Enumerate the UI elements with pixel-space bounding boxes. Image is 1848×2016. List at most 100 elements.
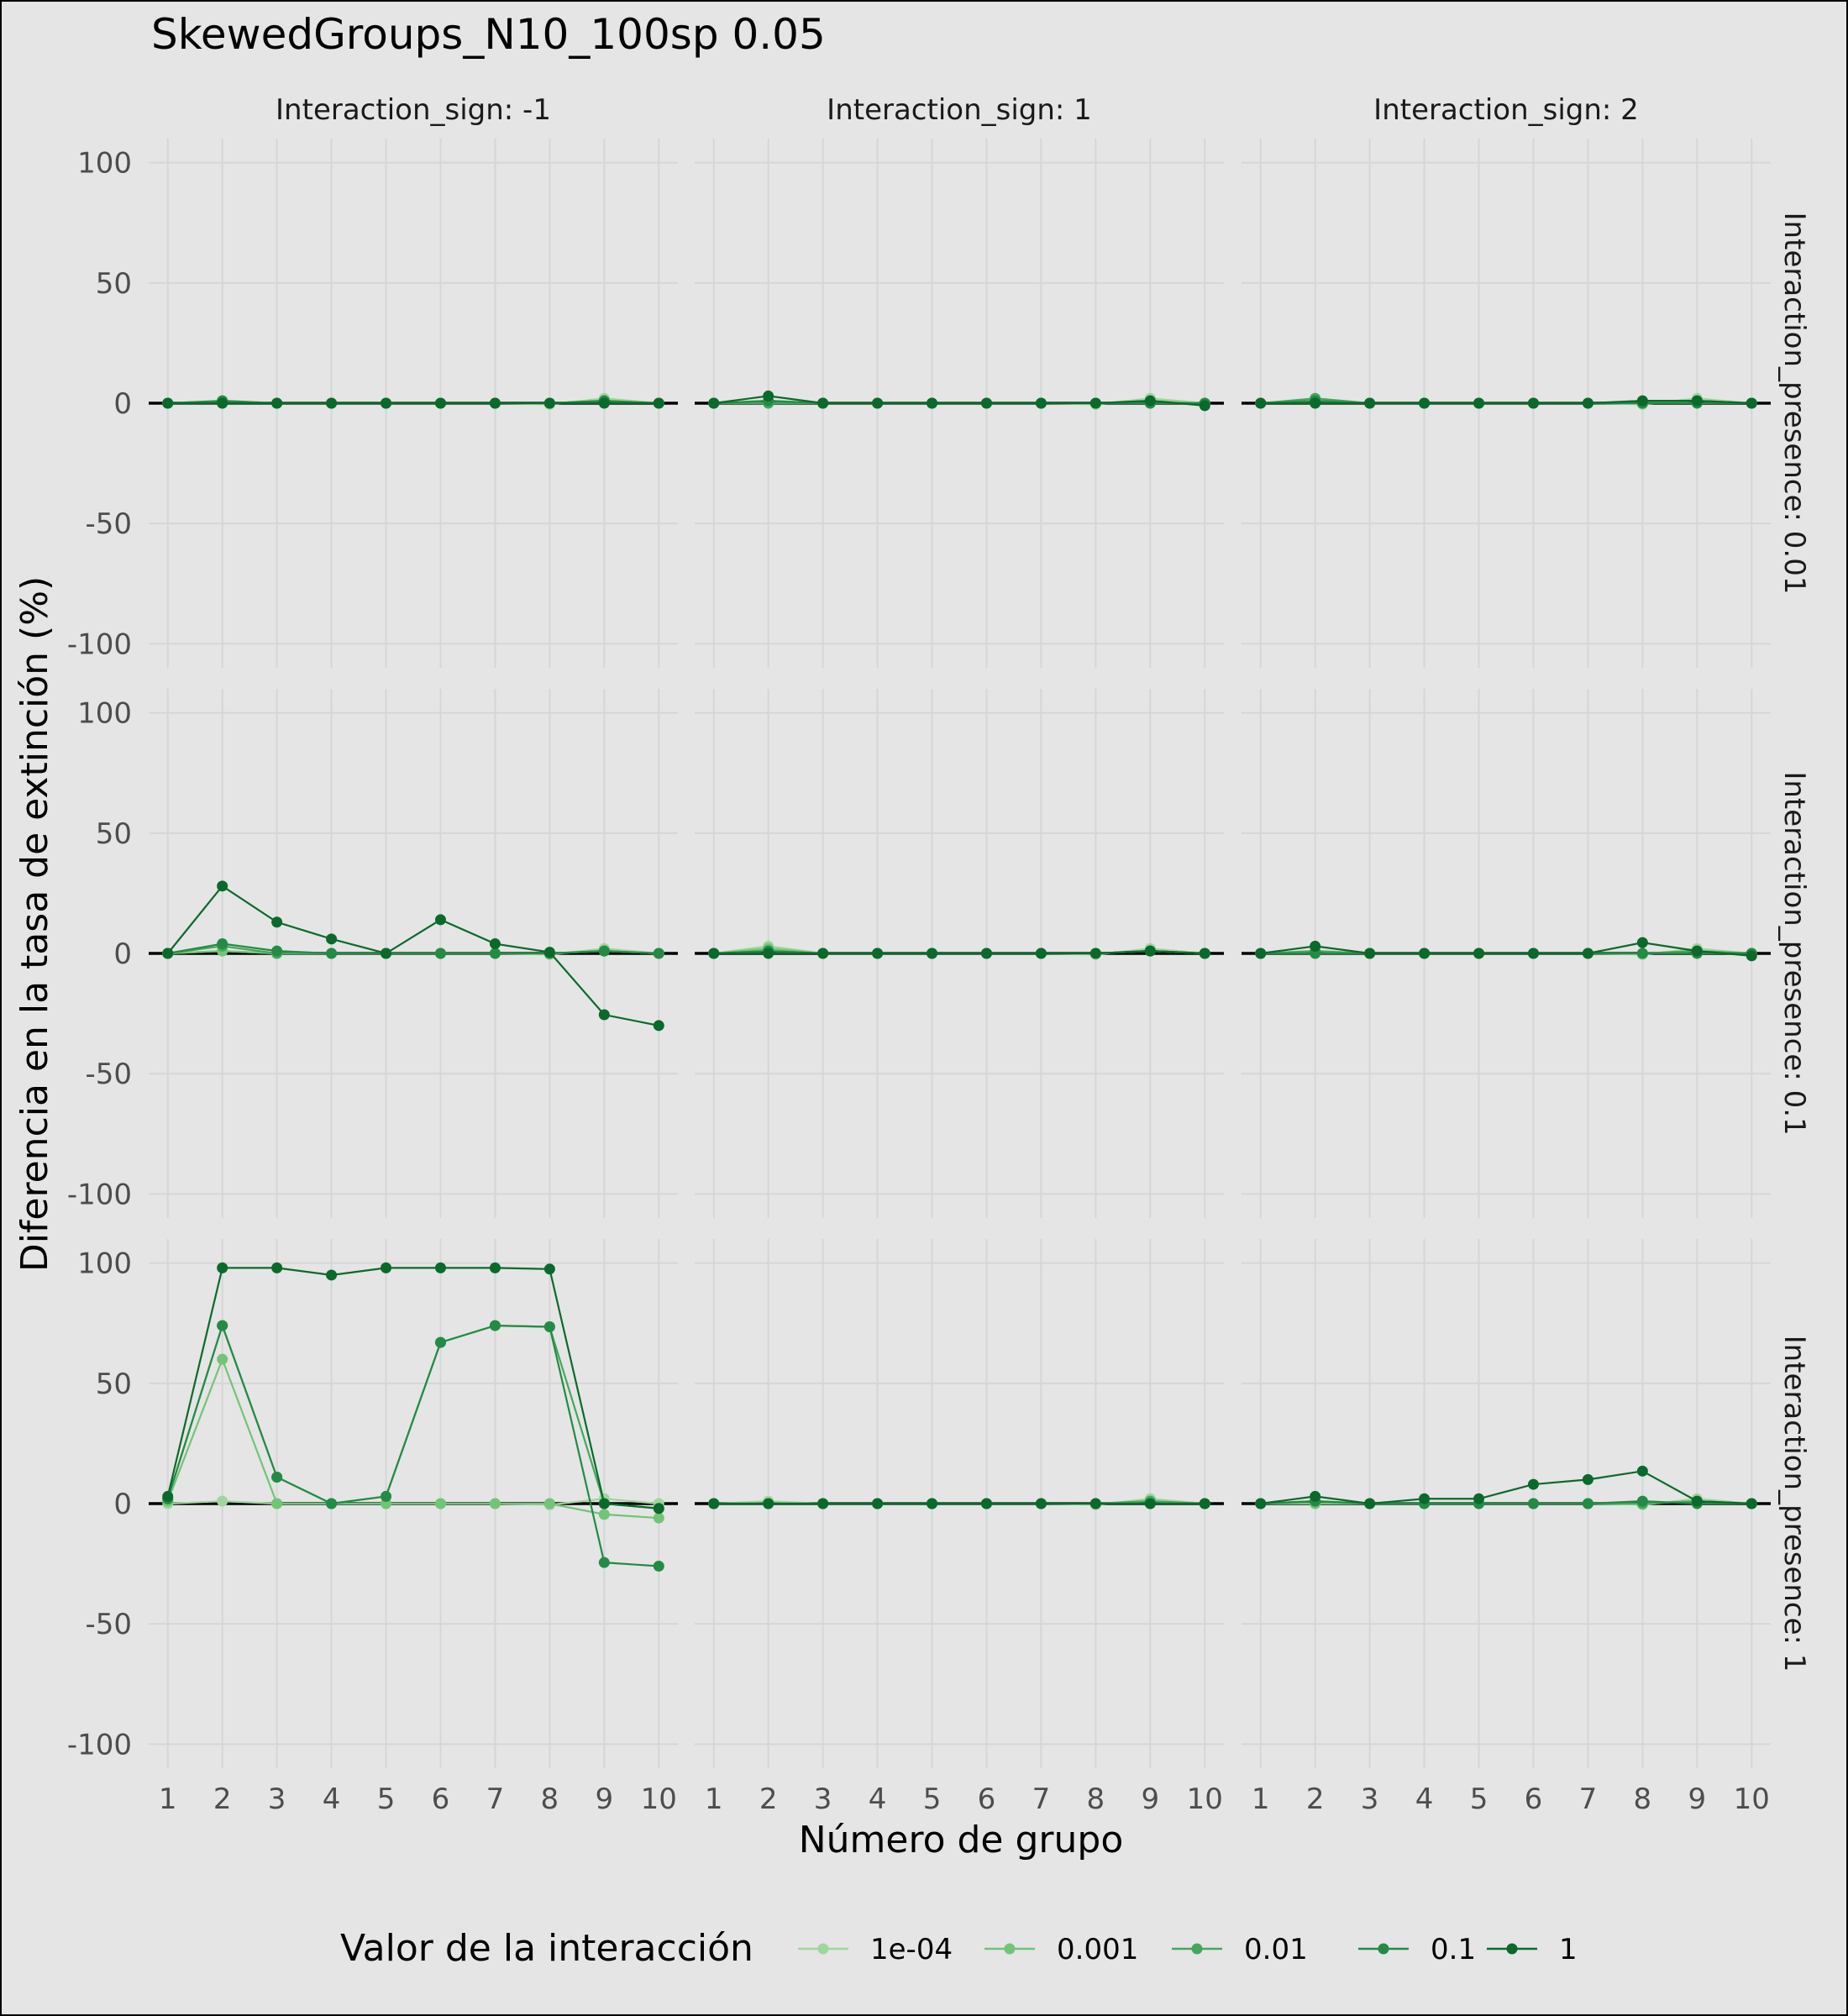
data-point	[1527, 397, 1539, 409]
data-point	[326, 397, 338, 409]
facet-panel	[1242, 689, 1771, 1218]
data-point	[1255, 1498, 1267, 1509]
data-point	[1310, 1490, 1321, 1502]
data-point	[653, 948, 664, 959]
data-point	[763, 948, 774, 959]
facet-row-label: Interaction_presence: 0.1	[1777, 771, 1811, 1135]
data-point	[326, 948, 338, 959]
facet-panel	[1242, 139, 1771, 668]
x-tick-label: 10	[1187, 1782, 1223, 1816]
data-point	[217, 1262, 228, 1273]
data-point	[1636, 1495, 1648, 1507]
data-point	[217, 1320, 228, 1331]
y-tick-label: 0	[113, 387, 132, 421]
data-point	[489, 948, 501, 959]
x-tick-label: 7	[1579, 1782, 1598, 1816]
data-point	[1582, 397, 1593, 409]
data-point	[817, 1498, 829, 1509]
x-tick-label: 9	[595, 1782, 613, 1816]
data-point	[1473, 397, 1485, 409]
x-tick-label: 5	[923, 1782, 942, 1816]
data-point	[489, 1498, 501, 1509]
data-point	[1527, 1498, 1539, 1509]
x-tick-label: 8	[1087, 1782, 1105, 1816]
data-point	[217, 880, 228, 892]
facet-panel: -100 -50 0 50 100	[67, 689, 678, 1218]
x-axis-label: Número de grupo	[799, 1819, 1124, 1861]
x-tick-label: 8	[541, 1782, 559, 1816]
y-tick-label: 0	[113, 937, 132, 971]
data-point	[1636, 395, 1648, 407]
data-point	[1473, 948, 1485, 959]
data-point	[1746, 1498, 1757, 1509]
data-point	[1144, 945, 1156, 957]
legend-title: Valor de la interacción	[340, 1927, 753, 1970]
data-point	[1582, 1498, 1593, 1509]
data-point	[217, 1495, 228, 1507]
y-tick-label: 100	[77, 147, 132, 181]
x-tick-label: 10	[641, 1782, 677, 1816]
data-point	[1035, 948, 1047, 959]
data-point	[162, 1490, 174, 1502]
data-point	[653, 1020, 664, 1032]
series-line	[713, 395, 1205, 407]
data-point	[381, 948, 392, 959]
x-tick-label: 4	[869, 1782, 887, 1816]
data-point	[872, 948, 884, 959]
data-point	[872, 1498, 884, 1509]
data-point	[326, 1498, 338, 1509]
data-point	[1364, 397, 1376, 409]
data-point	[489, 1320, 501, 1331]
data-point	[217, 1353, 228, 1365]
data-point	[543, 1321, 555, 1333]
data-point	[598, 1498, 610, 1509]
data-point	[1636, 937, 1648, 948]
legend-key-point	[817, 1943, 829, 1955]
data-point	[1419, 397, 1431, 409]
data-point	[162, 948, 174, 959]
data-point	[1527, 948, 1539, 959]
data-point	[1310, 397, 1321, 409]
data-point	[1035, 1498, 1047, 1509]
data-point	[927, 397, 938, 409]
data-point	[927, 1498, 938, 1509]
data-point	[434, 1262, 446, 1273]
series-line	[1260, 941, 1752, 957]
series-line	[166, 1357, 659, 1520]
data-point	[271, 1498, 283, 1509]
data-point	[1089, 948, 1101, 959]
x-tick-label: 7	[486, 1782, 505, 1816]
data-point	[1364, 948, 1376, 959]
data-point	[1636, 1465, 1648, 1477]
data-point	[217, 397, 228, 409]
data-point	[708, 948, 720, 959]
y-tick-label: 100	[77, 1247, 132, 1281]
data-point	[1746, 397, 1757, 409]
x-tick-label: 5	[1470, 1782, 1488, 1816]
x-tick-label: 10	[1734, 1782, 1770, 1816]
y-tick-label: -50	[85, 507, 132, 541]
x-tick-label: 1	[1252, 1782, 1270, 1816]
legend-key-point	[1378, 1943, 1389, 1955]
legend-key-point	[1506, 1943, 1518, 1955]
y-tick-label: -50	[85, 1608, 132, 1641]
y-tick-label: 0	[113, 1488, 132, 1521]
data-point	[489, 1262, 501, 1273]
facet-panel: -100 -50 0 50 100	[67, 139, 678, 668]
y-axis-label: Diferencia en la tasa de extinción (%)	[13, 576, 56, 1272]
series-line	[1260, 1500, 1752, 1505]
data-point	[1691, 395, 1703, 407]
facet-panel: -100 -50 0 50 100 1 2 3 4 5 6 7 8 9 10	[67, 1239, 678, 1816]
data-point	[817, 948, 829, 959]
data-point	[1255, 948, 1267, 959]
x-tick-label: 4	[323, 1782, 341, 1816]
data-point	[543, 1263, 555, 1275]
x-tick-label: 9	[1688, 1782, 1706, 1816]
facet-col-label: Interaction_sign: 2	[1373, 93, 1639, 127]
y-tick-label: -50	[85, 1058, 132, 1091]
legend-key-point	[1191, 1943, 1203, 1955]
data-point	[1035, 397, 1047, 409]
facet-panels: Interaction_sign: -1 Interaction_sign: 1 I…	[67, 93, 1811, 1816]
y-tick-label: 50	[96, 1368, 132, 1401]
series-line	[167, 942, 659, 955]
